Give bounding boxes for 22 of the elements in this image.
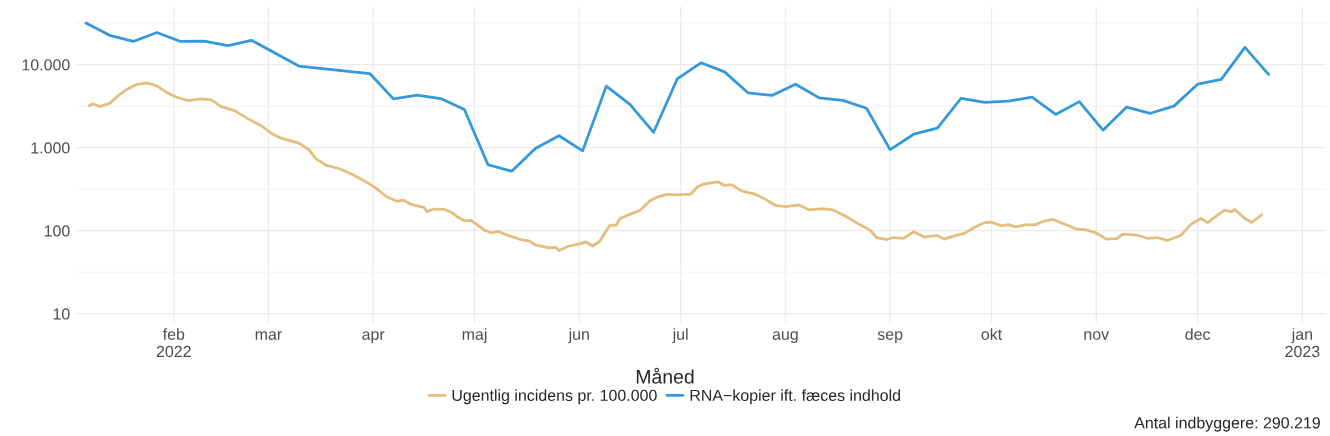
x-tick-label: nov bbox=[1084, 331, 1110, 340]
legend-label: Ugentlig incidens pr. 100.000 bbox=[452, 389, 657, 405]
x-tick-label: feb 2022 bbox=[156, 328, 191, 358]
x-tick-label: jul bbox=[672, 328, 688, 344]
y-tick-label: 10 bbox=[53, 308, 70, 320]
y-tick-label: 100 bbox=[44, 225, 70, 237]
x-tick-label: apr bbox=[362, 331, 385, 344]
legend-label: RNA−kopier ift. fæces indhold bbox=[690, 389, 900, 405]
x-tick-label: jan 2023 bbox=[1285, 328, 1320, 358]
x-tick-label: okt bbox=[981, 328, 1003, 340]
y-tick-label: 1.000 bbox=[31, 142, 70, 154]
line-series bbox=[87, 81, 1264, 252]
x-tick-label: mar bbox=[255, 331, 282, 340]
y-tick-label: 10.000 bbox=[22, 59, 70, 71]
x-tick-label: sep bbox=[877, 331, 903, 344]
x-tick-label: aug bbox=[772, 331, 798, 344]
x-axis-title: Måned bbox=[636, 367, 694, 384]
x-tick-label: dec bbox=[1185, 328, 1211, 340]
x-tick-label: jun bbox=[568, 328, 589, 344]
x-tick-label: maj bbox=[462, 328, 487, 344]
text: Antal indbyggere: 290.219 bbox=[1134, 416, 1320, 432]
line-series bbox=[84, 21, 1270, 173]
